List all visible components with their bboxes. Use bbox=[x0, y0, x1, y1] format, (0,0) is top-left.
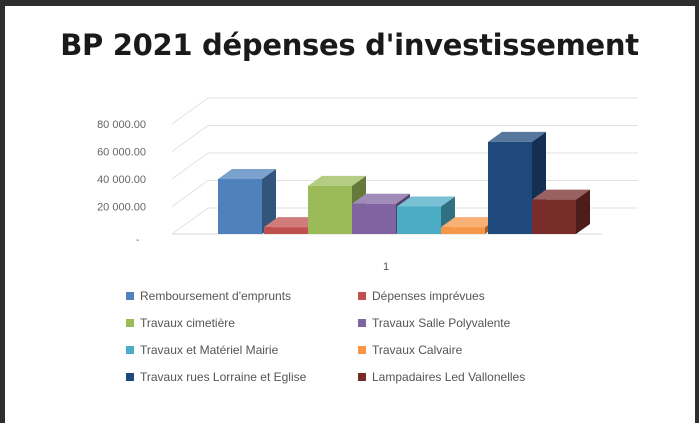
bar bbox=[352, 203, 396, 234]
legend-label: Dépenses imprévues bbox=[372, 289, 485, 303]
bar bbox=[441, 227, 485, 234]
y-tick-label: 60 000.00 bbox=[97, 147, 146, 159]
y-tick-mark: - bbox=[136, 235, 139, 246]
bar-side bbox=[262, 169, 276, 234]
legend-swatch bbox=[358, 319, 366, 327]
bar-top bbox=[218, 169, 276, 179]
legend-label: Travaux Salle Polyvalente bbox=[372, 316, 511, 330]
bar-top bbox=[308, 175, 366, 186]
bar bbox=[488, 141, 532, 234]
legend-item: Travaux cimetière bbox=[126, 315, 358, 331]
bar-top bbox=[488, 131, 546, 142]
legend-item: Travaux Calvaire bbox=[358, 342, 596, 358]
legend-swatch bbox=[358, 346, 366, 354]
legend-label: Remboursement d'emprunts bbox=[140, 289, 292, 303]
bar bbox=[264, 227, 308, 234]
legend-item: Travaux et Matériel Mairie bbox=[126, 342, 358, 358]
bar bbox=[218, 179, 262, 234]
bar bbox=[397, 206, 441, 234]
legend-item: Travaux Salle Polyvalente bbox=[358, 315, 596, 331]
legend-label: Travaux cimetière bbox=[140, 316, 235, 330]
legend-label: Travaux rues Lorraine et Eglise bbox=[140, 370, 307, 384]
bar-top bbox=[441, 217, 499, 228]
bar bbox=[532, 199, 576, 234]
legend-label: Travaux et Matériel Mairie bbox=[140, 343, 279, 357]
y-tick-label: 40 000.00 bbox=[97, 174, 146, 186]
gridline-side bbox=[171, 207, 209, 235]
bar-side bbox=[576, 189, 590, 234]
legend-item: Travaux rues Lorraine et Eglise bbox=[126, 369, 358, 385]
legend-item: Dépenses imprévues bbox=[358, 288, 596, 304]
gridline-side bbox=[171, 152, 209, 180]
legend-swatch bbox=[126, 373, 134, 381]
gridline-side bbox=[171, 180, 209, 207]
bar-top bbox=[264, 217, 322, 228]
legend-swatch bbox=[358, 292, 366, 300]
legend-swatch bbox=[126, 346, 134, 354]
bar-top bbox=[397, 196, 455, 207]
gridline-side bbox=[171, 97, 209, 125]
legend-label: Lampadaires Led Vallonelles bbox=[372, 370, 526, 384]
y-tick-label: 20 000.00 bbox=[97, 202, 146, 214]
legend-label: Travaux Calvaire bbox=[372, 343, 463, 357]
legend-swatch bbox=[126, 319, 134, 327]
bar-top bbox=[532, 189, 590, 200]
y-tick-label: 80 000.00 bbox=[97, 119, 146, 131]
legend-item: Lampadaires Led Vallonelles bbox=[358, 369, 596, 385]
gridline-side bbox=[171, 125, 209, 152]
bar bbox=[308, 185, 352, 234]
bar-top bbox=[352, 193, 410, 204]
x-category-label: 1 bbox=[383, 261, 389, 273]
legend-swatch bbox=[126, 292, 134, 300]
chart-title: BP 2021 dépenses d'investissement bbox=[60, 28, 639, 62]
chart-legend: Remboursement d'emprunts Dépenses imprévu… bbox=[126, 288, 596, 385]
legend-item: Remboursement d'emprunts bbox=[126, 288, 358, 304]
legend-swatch bbox=[358, 373, 366, 381]
